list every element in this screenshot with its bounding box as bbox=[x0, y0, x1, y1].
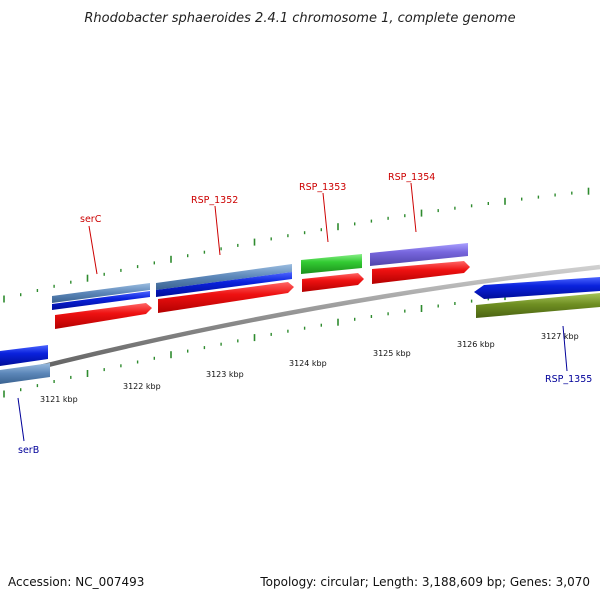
position-label-3121: 3121 kbp bbox=[40, 395, 78, 404]
gene-callouts: serC RSP_1352 RSP_1353 RSP_1354 serB RSP… bbox=[17, 172, 592, 456]
gene-label-serC[interactable]: serC bbox=[80, 214, 102, 225]
gene-rsp1354-purple[interactable] bbox=[370, 243, 468, 266]
position-label-3123: 3123 kbp bbox=[206, 370, 244, 379]
gene-serB-blue[interactable] bbox=[0, 345, 48, 366]
gene-label-rsp1352[interactable]: RSP_1352 bbox=[191, 195, 238, 206]
accession-text: Accession: NC_007493 bbox=[8, 575, 144, 589]
gene-label-rsp1354[interactable]: RSP_1354 bbox=[388, 172, 435, 183]
gene-label-rsp1353[interactable]: RSP_1353 bbox=[299, 182, 346, 193]
callout-line-rsp1353 bbox=[322, 192, 329, 243]
gene-label-serB[interactable]: serB bbox=[18, 445, 39, 456]
cds-rsp1354-red[interactable] bbox=[372, 261, 470, 284]
position-label-3127: 3127 kbp bbox=[541, 332, 579, 341]
gene-label-rsp1355[interactable]: RSP_1355 bbox=[545, 374, 592, 385]
callout-line-rsp1354 bbox=[410, 182, 417, 233]
cds-serB-steel[interactable] bbox=[0, 363, 50, 384]
position-labels: 3121 kbp 3122 kbp 3123 kbp 3124 kbp 3125… bbox=[40, 332, 579, 404]
callout-line-rsp1352 bbox=[214, 205, 221, 256]
callout-line-serB bbox=[17, 397, 25, 442]
gene-serC-blue[interactable] bbox=[52, 283, 150, 310]
cds-rsp1355-olive[interactable] bbox=[476, 293, 600, 318]
gene-rsp1355-blue[interactable] bbox=[474, 277, 600, 299]
position-label-3122: 3122 kbp bbox=[123, 382, 161, 391]
outer-tick-track bbox=[3, 187, 590, 303]
chromosome-backbone bbox=[0, 264, 600, 380]
callout-line-rsp1355 bbox=[562, 325, 568, 372]
gene-rsp1352-blue[interactable] bbox=[156, 264, 292, 297]
cds-rsp1352-red[interactable] bbox=[158, 282, 294, 313]
position-label-3125: 3125 kbp bbox=[373, 349, 411, 358]
callout-line-serC bbox=[88, 225, 98, 275]
cds-serC-red[interactable] bbox=[55, 303, 152, 329]
position-label-3126: 3126 kbp bbox=[457, 340, 495, 349]
cds-rsp1353-red[interactable] bbox=[302, 273, 364, 292]
gene-rsp1353-green[interactable] bbox=[301, 254, 362, 274]
genome-summary-text: Topology: circular; Length: 3,188,609 bp… bbox=[259, 575, 590, 589]
map-title: Rhodobacter sphaeroides 2.4.1 chromosome… bbox=[84, 11, 515, 26]
position-label-3124: 3124 kbp bbox=[289, 359, 327, 368]
